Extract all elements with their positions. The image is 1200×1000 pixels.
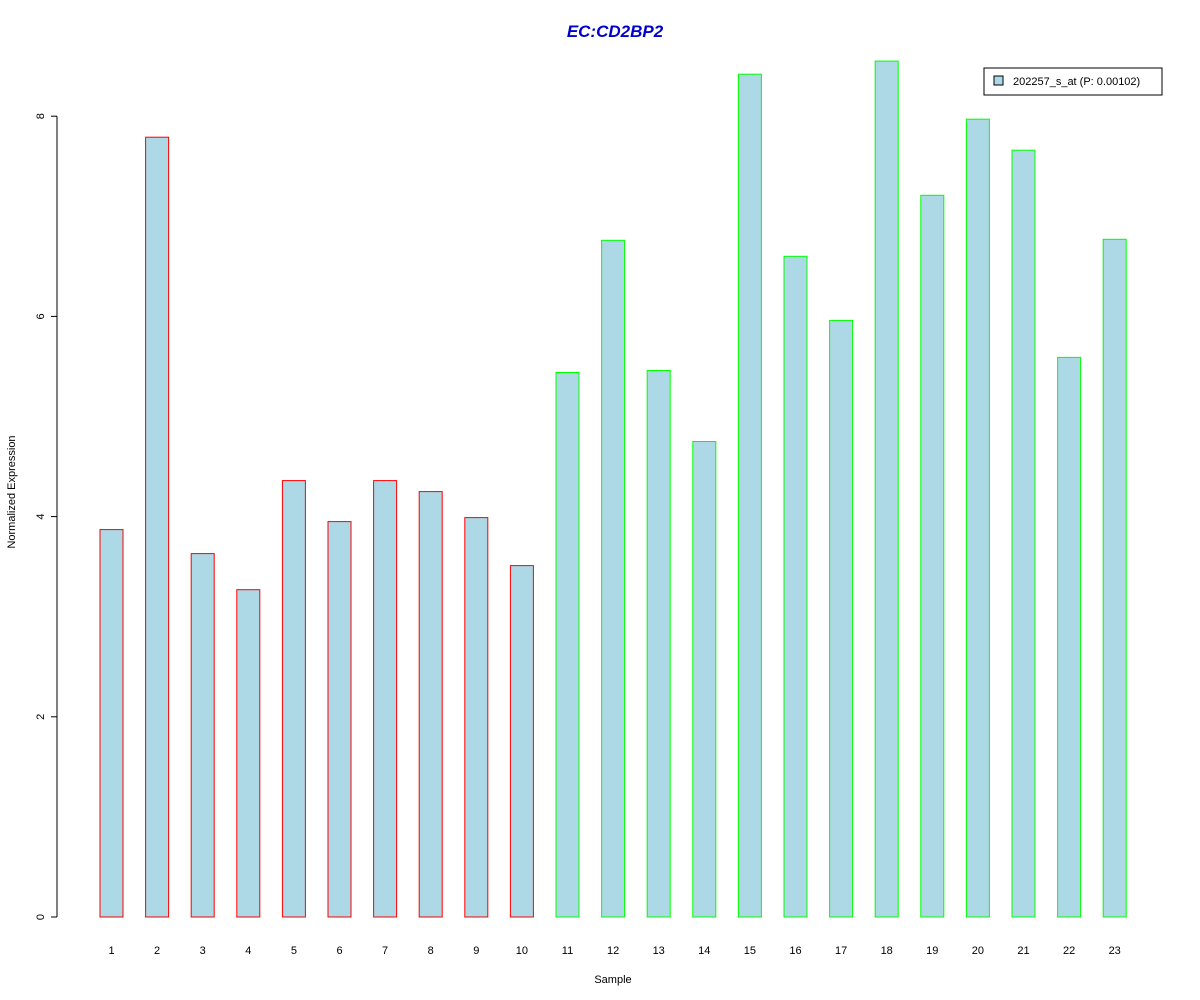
x-tick-label: 21 — [1017, 945, 1029, 957]
x-tick-label: 2 — [154, 945, 160, 957]
x-tick-label: 14 — [698, 945, 710, 957]
bar-sample-7 — [373, 480, 398, 918]
legend-box — [983, 67, 1163, 96]
x-tick-label: 22 — [1063, 945, 1075, 957]
legend-swatch — [993, 75, 1004, 86]
x-tick-label: 10 — [516, 945, 528, 957]
x-tick-label: 19 — [926, 945, 938, 957]
x-tick-label: 11 — [562, 945, 573, 957]
y-axis-label: Normalized Expression — [6, 435, 18, 548]
bar-sample-15 — [737, 73, 762, 918]
x-tick-label: 12 — [607, 945, 619, 957]
x-tick-label: 17 — [835, 945, 847, 957]
bar-sample-5 — [281, 480, 306, 918]
chart-title: EC:CD2BP2 — [567, 22, 664, 41]
x-tick-label: 7 — [382, 945, 388, 957]
bar-sample-4 — [236, 589, 261, 918]
bar-sample-17 — [829, 319, 854, 918]
bar-sample-2 — [145, 136, 170, 918]
x-tick-label: 18 — [881, 945, 893, 957]
x-tick-label: 15 — [744, 945, 756, 957]
legend-entry-label: 202257_s_at (P: 0.00102) — [1013, 76, 1140, 88]
x-tick-label: 16 — [789, 945, 801, 957]
bar-sample-3 — [190, 553, 215, 918]
bar-sample-11 — [555, 372, 580, 918]
bar-sample-19 — [920, 194, 945, 918]
bar-sample-21 — [1011, 149, 1036, 918]
bar-sample-13 — [646, 370, 671, 918]
x-tick-label: 1 — [108, 945, 114, 957]
bar-sample-8 — [418, 491, 443, 918]
x-axis-label: Sample — [594, 974, 631, 986]
x-tick-label: 13 — [653, 945, 665, 957]
x-tick-label: 9 — [473, 945, 479, 957]
y-tick-label: 4 — [35, 514, 47, 520]
y-tick-label: 2 — [35, 714, 47, 720]
x-tick-label: 20 — [972, 945, 984, 957]
x-tick-label: 3 — [200, 945, 206, 957]
y-tick-label: 8 — [35, 113, 47, 119]
bar-sample-23 — [1102, 238, 1127, 918]
bar-sample-9 — [464, 517, 489, 918]
bars-group — [99, 60, 1127, 918]
bar-sample-22 — [1057, 356, 1082, 918]
bar-sample-10 — [509, 565, 534, 918]
y-tick-label: 0 — [35, 914, 47, 920]
bar-sample-14 — [692, 441, 717, 918]
bar-sample-18 — [874, 60, 899, 918]
bar-sample-6 — [327, 521, 352, 918]
y-axis: 0 2 4 6 8 — [35, 113, 58, 920]
x-tick-label: 5 — [291, 945, 297, 957]
bar-sample-20 — [965, 118, 990, 918]
x-tick-label: 23 — [1109, 945, 1121, 957]
x-tick-label: 8 — [428, 945, 434, 957]
legend: 202257_s_at (P: 0.00102) — [983, 67, 1163, 96]
x-tick-label: 4 — [245, 945, 251, 957]
bar-sample-16 — [783, 255, 808, 918]
x-tick-labels: 1 2 3 4 5 6 7 8 9 10 11 12 13 14 15 16 17 18 19 20 21 22 23 — [108, 945, 1120, 957]
bar-sample-12 — [601, 239, 626, 918]
bar-sample-1 — [99, 529, 124, 918]
y-tick-label: 6 — [35, 313, 47, 319]
x-tick-label: 6 — [336, 945, 342, 957]
